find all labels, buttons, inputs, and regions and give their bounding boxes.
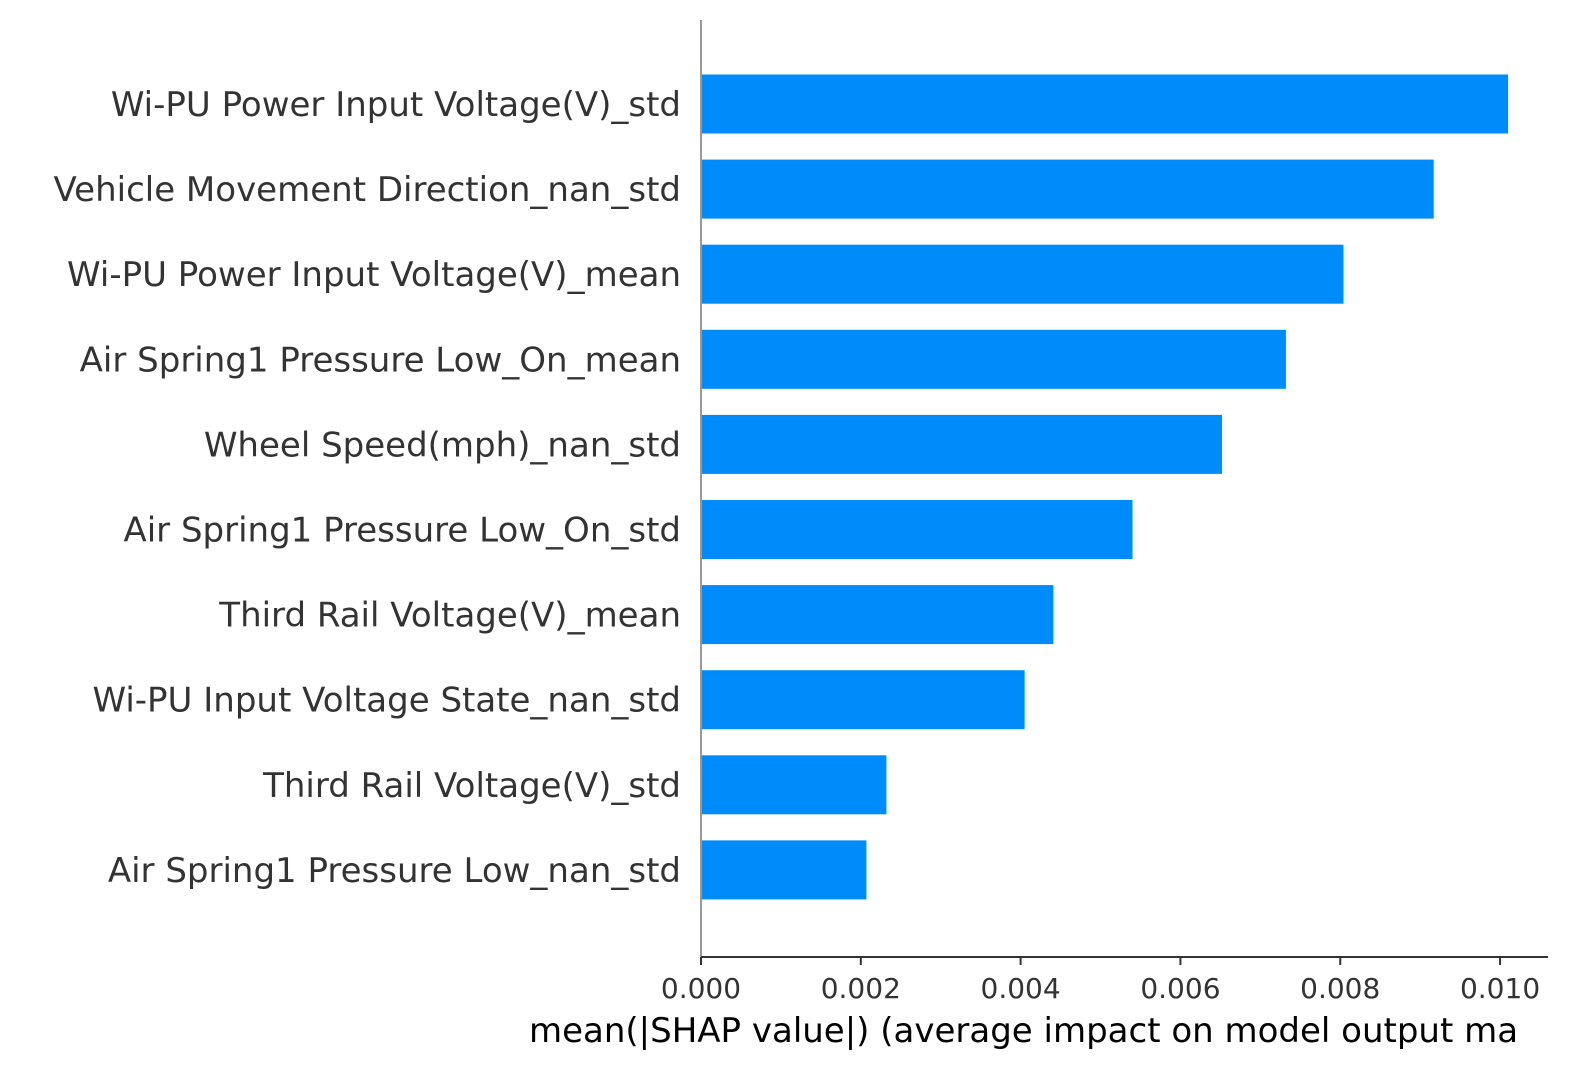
bar-10 (701, 840, 867, 900)
category-label-9: Third Rail Voltage(V)_std (262, 766, 681, 806)
category-label-2: Vehicle Movement Direction_nan_std (54, 170, 681, 210)
x-ticks: 0.000 0.002 0.004 0.006 0.008 0.010 (661, 957, 1540, 1005)
x-axis-title: mean(|SHAP value|) (average impact on mo… (529, 1011, 1518, 1051)
category-label-8: Wi-PU Input Voltage State_nan_std (92, 681, 681, 721)
bar-2 (701, 159, 1434, 219)
bar-3 (701, 244, 1344, 304)
category-label-3: Wi-PU Power Input Voltage(V)_mean (67, 255, 681, 295)
category-label-5: Wheel Speed(mph)_nan_std (204, 425, 681, 465)
category-labels: Wi-PU Power Input Voltage(V)_std Vehicle … (54, 85, 681, 891)
category-label-7: Third Rail Voltage(V)_mean (218, 596, 681, 636)
bar-7 (701, 585, 1054, 645)
category-label-6: Air Spring1 Pressure Low_On_std (123, 511, 681, 551)
x-tick-label-1: 0.000 (661, 972, 741, 1005)
bar-5 (701, 414, 1222, 474)
x-tick-label-4: 0.006 (1140, 972, 1220, 1005)
bar-6 (701, 500, 1133, 559)
category-label-1: Wi-PU Power Input Voltage(V)_std (111, 85, 681, 125)
x-tick-label-6: 0.010 (1460, 972, 1540, 1005)
category-label-10: Air Spring1 Pressure Low_nan_std (108, 851, 681, 891)
x-tick-label-5: 0.008 (1300, 972, 1380, 1005)
bar-1 (701, 74, 1509, 134)
x-tick-label-2: 0.002 (821, 972, 901, 1005)
bars-group (701, 74, 1509, 900)
x-tick-label-3: 0.004 (981, 972, 1061, 1005)
bar-4 (701, 329, 1286, 389)
bar-9 (701, 755, 887, 815)
category-label-4: Air Spring1 Pressure Low_On_mean (80, 340, 681, 380)
bar-8 (701, 670, 1025, 730)
